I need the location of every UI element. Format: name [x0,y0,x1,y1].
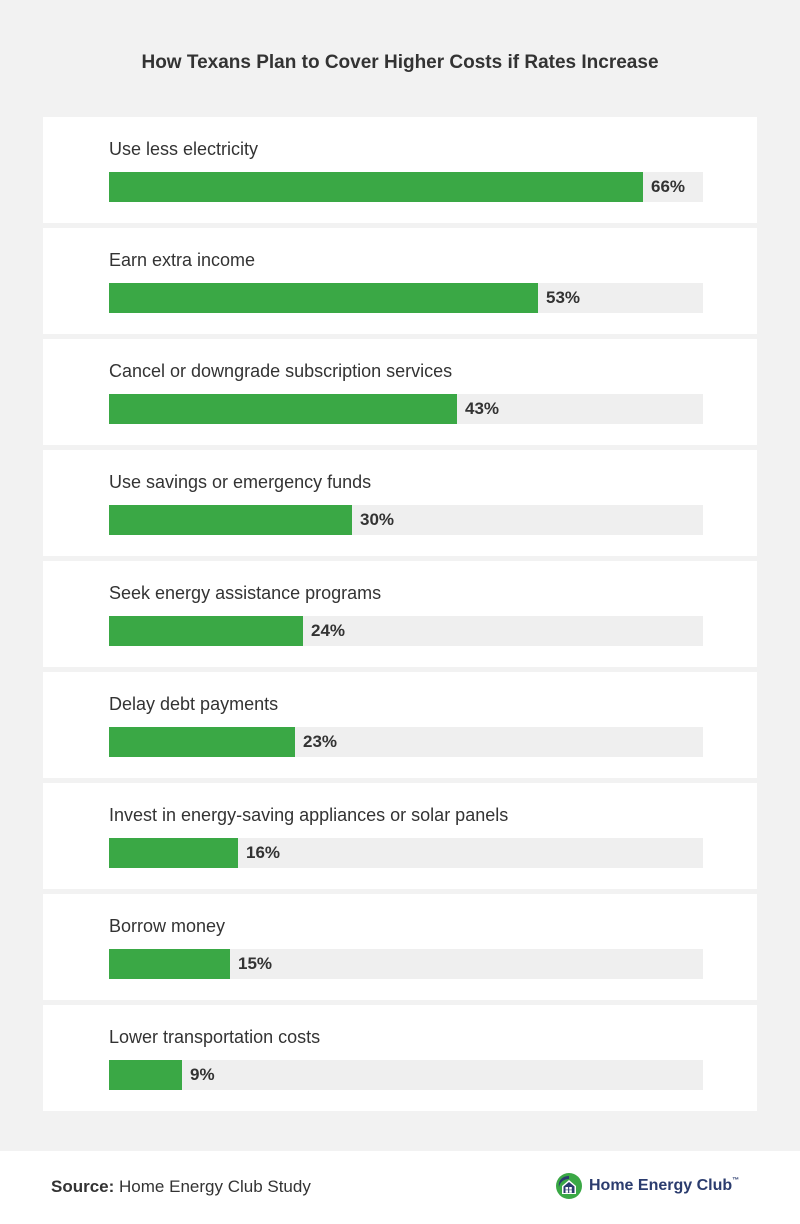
source-note: Source: Home Energy Club Study [51,1177,311,1197]
bar [109,283,538,313]
bar-row: Cancel or downgrade subscription service… [43,339,757,445]
bar-row: Use less electricity 66% [43,117,757,223]
category-label: Use less electricity [109,139,259,159]
chart-title: How Texans Plan to Cover Higher Costs if… [141,52,659,73]
data-label: 24% [311,621,346,640]
category-label: Seek energy assistance programs [109,583,382,603]
bar-row: Earn extra income 53% [43,228,757,334]
bar-row: Delay debt payments 23% [43,672,757,778]
category-label: Invest in energy-saving appliances or so… [109,805,509,825]
bar-track: 24% [109,616,703,646]
bar-track: 16% [109,838,703,868]
category-label: Cancel or downgrade subscription service… [109,361,453,381]
bar-row: Invest in energy-saving appliances or so… [43,783,757,889]
bar [109,949,230,979]
bar [109,1060,182,1090]
category-label: Delay debt payments [109,694,279,714]
brand-logo: Home Energy Club™ [555,1172,739,1200]
data-label: 43% [465,399,500,418]
bar-track: 30% [109,505,703,535]
bar-row: Seek energy assistance programs 24% [43,561,757,667]
bar [109,394,457,424]
category-label: Lower transportation costs [109,1027,321,1047]
bar [109,172,643,202]
source-text: Home Energy Club Study [119,1177,311,1196]
category-label: Borrow money [109,916,226,936]
logo-name: Home Energy Club [589,1177,733,1194]
bar [109,505,352,535]
bar-row: Use savings or emergency funds 30% [43,450,757,556]
data-label: 66% [651,177,686,196]
data-label: 9% [190,1065,215,1084]
bar [109,838,238,868]
bar-track: 9% [109,1060,703,1090]
data-label: 53% [546,288,581,307]
data-label: 23% [303,732,338,751]
logo-text: Home Energy Club™ [589,1177,739,1195]
logo-trademark: ™ [732,1177,740,1184]
bar [109,727,295,757]
data-label: 30% [360,510,395,529]
category-label: Use savings or emergency funds [109,472,372,492]
bar-track: 53% [109,283,703,313]
bar-track: 23% [109,727,703,757]
source-label: Source: [51,1177,115,1196]
bar-row: Borrow money 15% [43,894,757,1000]
data-label: 16% [246,843,281,862]
bar-track: 43% [109,394,703,424]
bar [109,616,303,646]
category-label: Earn extra income [109,250,256,270]
bar-track: 66% [109,172,703,202]
bar-track: 15% [109,949,703,979]
bar-row: Lower transportation costs 9% [43,1005,757,1111]
house-logo-icon [556,1173,582,1199]
footer: Source: Home Energy Club Study Home Ener… [0,1151,800,1224]
data-label: 15% [238,954,273,973]
